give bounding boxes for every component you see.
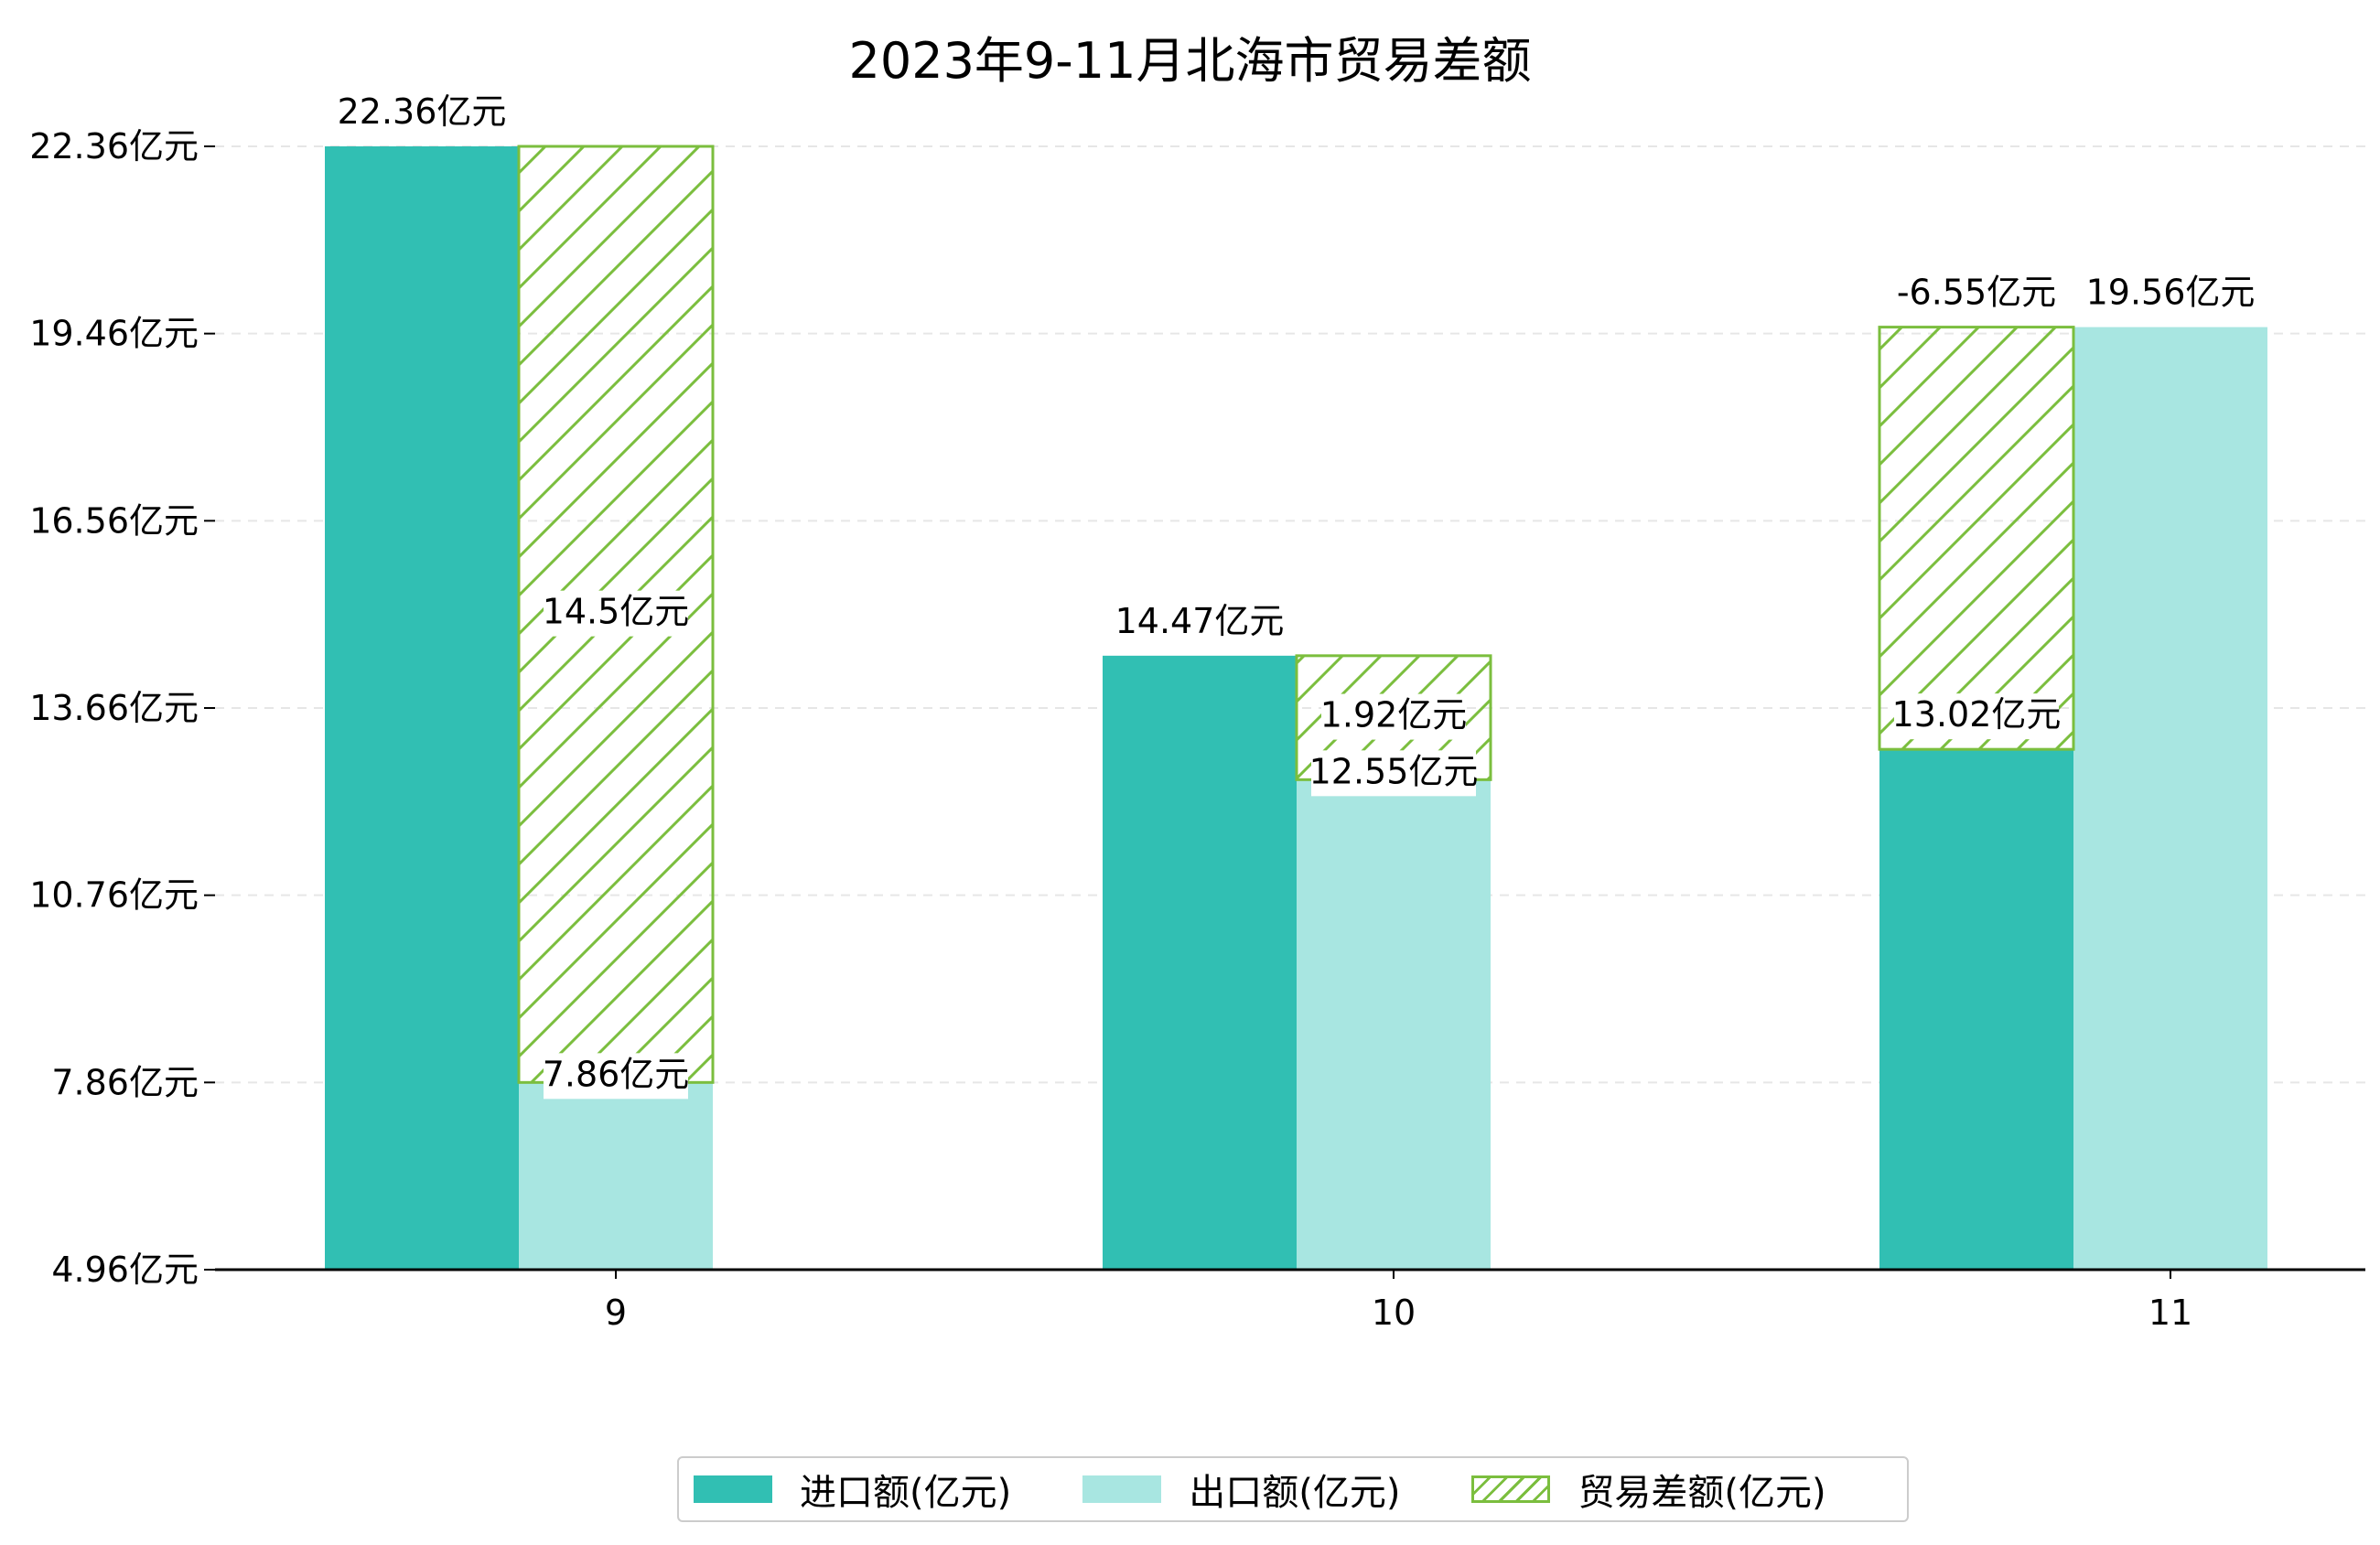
legend-swatch [694,1475,772,1503]
legend-label: 出口额(亿元) [1189,1472,1401,1514]
legend-item-1: 进口额(亿元) [694,1463,1011,1516]
data-label-balance-10-bg [1321,693,1466,740]
data-label-export-9: 7.86亿元 [543,1054,690,1094]
data-label-export-10: 12.55亿元 [1309,751,1479,791]
legend-label: 进口额(亿元) [800,1472,1012,1514]
data-label-import-11: 13.02亿元 [1892,694,2062,735]
x-tick-label: 10 [1372,1293,1416,1333]
legend-swatch [1082,1475,1162,1503]
y-tick-label: 19.46亿元 [29,314,199,354]
bar-export-10 [1297,779,1491,1270]
legend-item-2: 出口额(亿元) [1082,1463,1400,1516]
y-tick-label: 22.36亿元 [29,126,199,166]
data-label-balance-10: 1.92亿元 [1320,695,1468,735]
bar-balance-11 [1878,326,2075,751]
data-label-import-9: 22.36亿元 [338,91,507,132]
data-label-import-9-bg [339,91,504,136]
y-tick-label: 13.66亿元 [29,688,199,728]
data-label-export-10-bg [1311,750,1476,797]
data-label-import-10: 14.47亿元 [1115,601,1285,641]
y-tick-label: 7.86亿元 [51,1062,199,1102]
data-label-balance-11: -6.55亿元 [1897,273,2056,313]
y-tick-label: 10.76亿元 [29,875,199,916]
bar-export-9 [519,1082,713,1270]
bar-import-10 [1103,655,1297,1270]
data-label-balance-11-bg [1894,271,2059,317]
data-label-import-11-bg [1894,693,2059,740]
bar-import-11 [1879,749,2073,1270]
bar-import-9 [325,146,519,1270]
chart-title: 2023年9-11月北海市贸易差额 [848,32,1532,90]
bar-export-11 [2073,327,2267,1271]
data-label-export-9-bg [544,1053,688,1100]
y-tick-label: 4.96亿元 [51,1250,199,1290]
y-tick-label: 16.56亿元 [29,500,199,541]
data-label-balance-9: 14.5亿元 [543,592,690,632]
legend-label: 贸易差额(亿元) [1578,1472,1826,1514]
data-label-import-10-bg [1117,599,1282,646]
legend-swatch [1471,1475,1551,1503]
data-label-export-11-bg [2088,271,2253,317]
x-tick-label: 9 [605,1293,627,1333]
legend: 进口额(亿元) 出口额(亿元) 贸易差额(亿元) [677,1456,1909,1522]
legend-item-3: 贸易差额(亿元) [1471,1463,1826,1516]
data-label-export-11: 19.56亿元 [2086,273,2256,313]
data-label-balance-9-bg [544,590,688,637]
x-tick-label: 11 [2148,1293,2192,1333]
